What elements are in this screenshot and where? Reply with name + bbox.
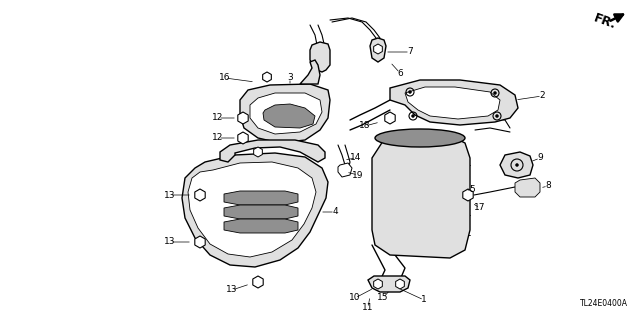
Text: 9: 9 — [537, 153, 543, 162]
Text: 18: 18 — [359, 122, 371, 130]
Text: 12: 12 — [212, 114, 224, 122]
Text: 13: 13 — [164, 238, 176, 247]
Polygon shape — [195, 236, 205, 248]
Polygon shape — [515, 178, 540, 197]
Polygon shape — [262, 72, 271, 82]
Polygon shape — [374, 279, 382, 289]
Polygon shape — [372, 133, 470, 258]
Polygon shape — [195, 189, 205, 201]
Polygon shape — [224, 205, 298, 219]
Text: 7: 7 — [407, 48, 413, 56]
Polygon shape — [220, 140, 325, 162]
Circle shape — [495, 115, 499, 117]
Text: 11: 11 — [362, 303, 374, 313]
Text: 15: 15 — [377, 293, 388, 302]
Text: 3: 3 — [287, 73, 293, 83]
Polygon shape — [405, 87, 500, 119]
Polygon shape — [310, 42, 330, 72]
Polygon shape — [238, 132, 248, 144]
Polygon shape — [374, 44, 382, 54]
Text: 4: 4 — [332, 207, 338, 217]
Polygon shape — [500, 152, 533, 178]
Polygon shape — [463, 189, 473, 201]
Text: 6: 6 — [397, 69, 403, 78]
Polygon shape — [253, 147, 262, 157]
Polygon shape — [368, 276, 410, 292]
Polygon shape — [396, 279, 404, 289]
Polygon shape — [300, 60, 320, 84]
Polygon shape — [385, 112, 395, 124]
Text: 12: 12 — [212, 133, 224, 143]
Polygon shape — [253, 276, 263, 288]
Circle shape — [515, 164, 518, 167]
Polygon shape — [250, 93, 322, 134]
Text: 2: 2 — [539, 92, 545, 100]
Polygon shape — [238, 112, 248, 124]
Text: 1: 1 — [421, 295, 427, 305]
Polygon shape — [182, 153, 328, 267]
Text: 8: 8 — [545, 182, 551, 190]
Polygon shape — [338, 163, 352, 177]
Polygon shape — [224, 219, 298, 233]
Circle shape — [412, 115, 415, 117]
Circle shape — [493, 92, 497, 94]
Text: 10: 10 — [349, 293, 361, 302]
Polygon shape — [370, 38, 386, 62]
Text: 17: 17 — [474, 204, 486, 212]
Text: FR.: FR. — [592, 12, 618, 32]
Circle shape — [408, 91, 412, 93]
Text: 13: 13 — [227, 286, 237, 294]
Text: 16: 16 — [220, 73, 231, 83]
Polygon shape — [224, 191, 298, 205]
Text: 14: 14 — [350, 153, 362, 162]
Polygon shape — [390, 80, 518, 125]
Ellipse shape — [375, 129, 465, 147]
Text: 5: 5 — [469, 186, 475, 195]
Text: TL24E0400A: TL24E0400A — [580, 299, 628, 308]
Text: 13: 13 — [164, 190, 176, 199]
Text: 19: 19 — [352, 170, 364, 180]
Polygon shape — [263, 104, 315, 128]
Polygon shape — [188, 162, 316, 257]
Polygon shape — [240, 84, 330, 143]
